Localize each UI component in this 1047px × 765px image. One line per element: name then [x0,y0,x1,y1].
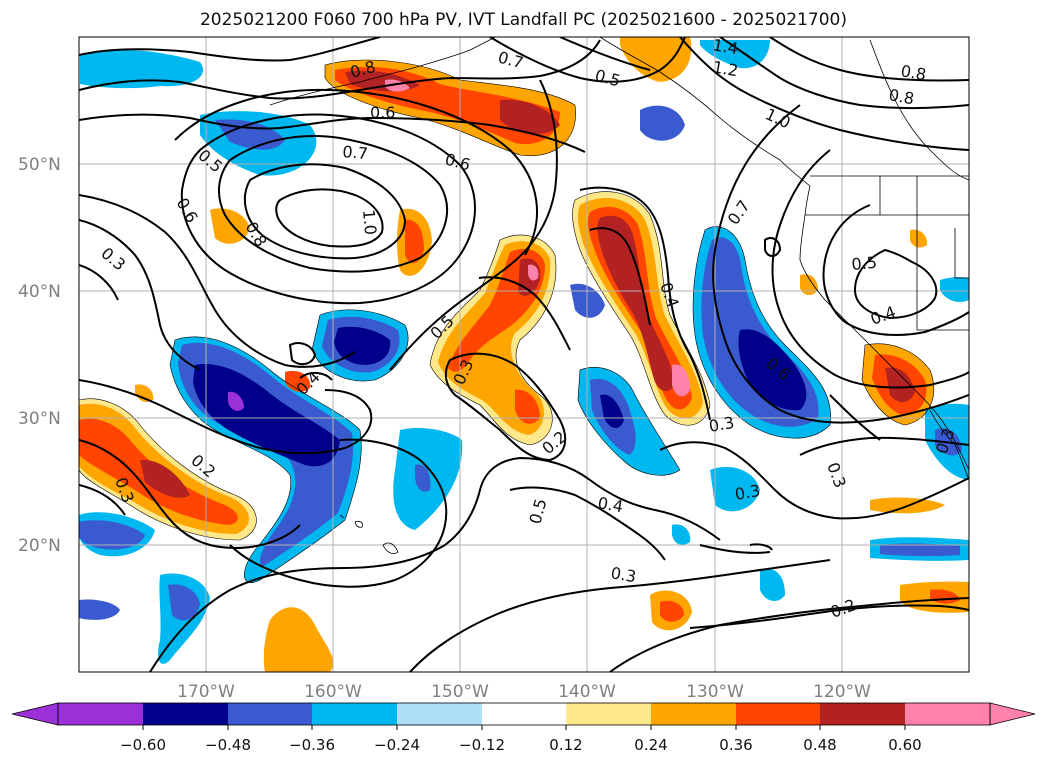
colorbar-segment [312,703,397,725]
colorbar-tick-label: 0.36 [719,736,752,754]
negative-anomaly-region [700,40,770,69]
positive-anomaly-region [385,79,410,92]
positive-anomaly-region [405,219,424,264]
positive-anomaly-region [885,367,915,403]
lon-tick-label: 140°W [558,682,616,702]
negative-anomaly-region [672,524,691,545]
colorbar-tick-label: 0.12 [549,736,582,754]
negative-anomaly-region [640,105,685,141]
contour-label: 0.7 [342,142,369,163]
positive-anomaly-region [140,459,190,498]
colorbar-tick-label: 0.24 [634,736,667,754]
lat-tick-labels: 50°N 40°N 30°N 20°N [18,155,61,556]
contour-label: 0.6 [370,103,395,122]
colorbar-tick-label: −0.36 [289,736,335,754]
colorbar-extend-min [11,702,59,726]
gridlines [79,37,969,672]
filled-contours [79,37,969,672]
colorbar-segment [820,703,905,725]
contour-label: 1.0 [359,209,380,236]
colorbar-segment [58,703,143,725]
contour-label: 0.8 [887,85,915,108]
colorbar-segment [228,703,312,725]
lat-tick-label: 20°N [18,536,61,556]
lon-tick-label: 170°W [177,682,235,702]
lat-tick-label: 50°N [18,155,61,175]
contour-labels: 0.8 0.6 0.7 0.5 1.4 1.2 0.8 0.8 1.0 0.5 … [97,35,958,622]
lon-tick-label: 160°W [304,682,362,702]
negative-anomaly-region [940,277,969,302]
negative-anomaly-region [760,568,785,602]
colorbar-tick-label: 0.48 [803,736,836,754]
lon-tick-label: 150°W [431,682,489,702]
negative-anomaly-region [193,364,340,467]
lon-tick-labels: 170°W 160°W 150°W 140°W 130°W 120°W [177,682,871,702]
negative-anomaly-region [79,599,120,620]
negative-anomaly-region [168,584,200,621]
contour-label: 1.4 [711,35,739,58]
contour-label: 0.8 [899,61,927,84]
positive-anomaly-region [910,229,928,248]
colorbar-tick-label: −0.60 [120,736,166,754]
colorbar-outline [57,702,991,726]
colorbar-segment [482,703,566,725]
colorbar: −0.60 −0.48 −0.36 −0.24 −0.12 0.12 0.24 … [11,702,1036,754]
colorbar-extend-max [989,702,1036,726]
colorbar-tick-label: −0.12 [459,736,505,754]
positive-anomaly-region [620,37,692,82]
negative-anomaly-region [710,466,760,512]
line-contours [79,37,969,672]
colorbar-segment [651,703,736,725]
contour-label: 0.3 [609,563,637,586]
lat-tick-label: 40°N [18,282,61,302]
negative-anomaly-region [228,391,244,411]
positive-anomaly-region [263,607,334,672]
positive-anomaly-region [800,274,818,296]
contour-label: 0.3 [733,481,761,504]
negative-anomaly-region [79,520,145,550]
negative-anomaly-region [880,543,960,557]
positive-anomaly-region [672,364,690,397]
colorbar-segment [736,703,820,725]
negative-anomaly-region [80,49,204,89]
contour-label: 0.5 [851,253,878,274]
colorbar-segment [905,703,990,725]
negative-anomaly-region [600,394,624,429]
map-frame [78,36,970,673]
positive-anomaly-region [515,389,540,424]
positive-anomaly-region [597,215,675,392]
colorbar-tick-label: 0.60 [888,736,921,754]
lon-tick-label: 130°W [686,682,744,702]
negative-anomaly-region [415,464,431,492]
positive-anomaly-region [528,264,539,281]
colorbar-ticks [142,725,906,730]
colorbar-tick-label: −0.48 [205,736,251,754]
colorbar-segment [397,703,482,725]
contour-label: 1.2 [711,57,739,80]
contour-label: 0.3 [707,413,735,436]
chart-title: 2025021200 F060 700 hPa PV, IVT Landfall… [199,10,847,30]
colorbar-tick-label: −0.24 [374,736,420,754]
colorbar-segment [143,703,228,725]
positive-anomaly-region [660,600,684,622]
lon-tick-label: 120°W [813,682,871,702]
positive-anomaly-region [500,99,560,135]
contour-label: 0.4 [596,493,624,516]
colorbar-segment [566,703,651,725]
lat-tick-label: 30°N [18,409,61,429]
